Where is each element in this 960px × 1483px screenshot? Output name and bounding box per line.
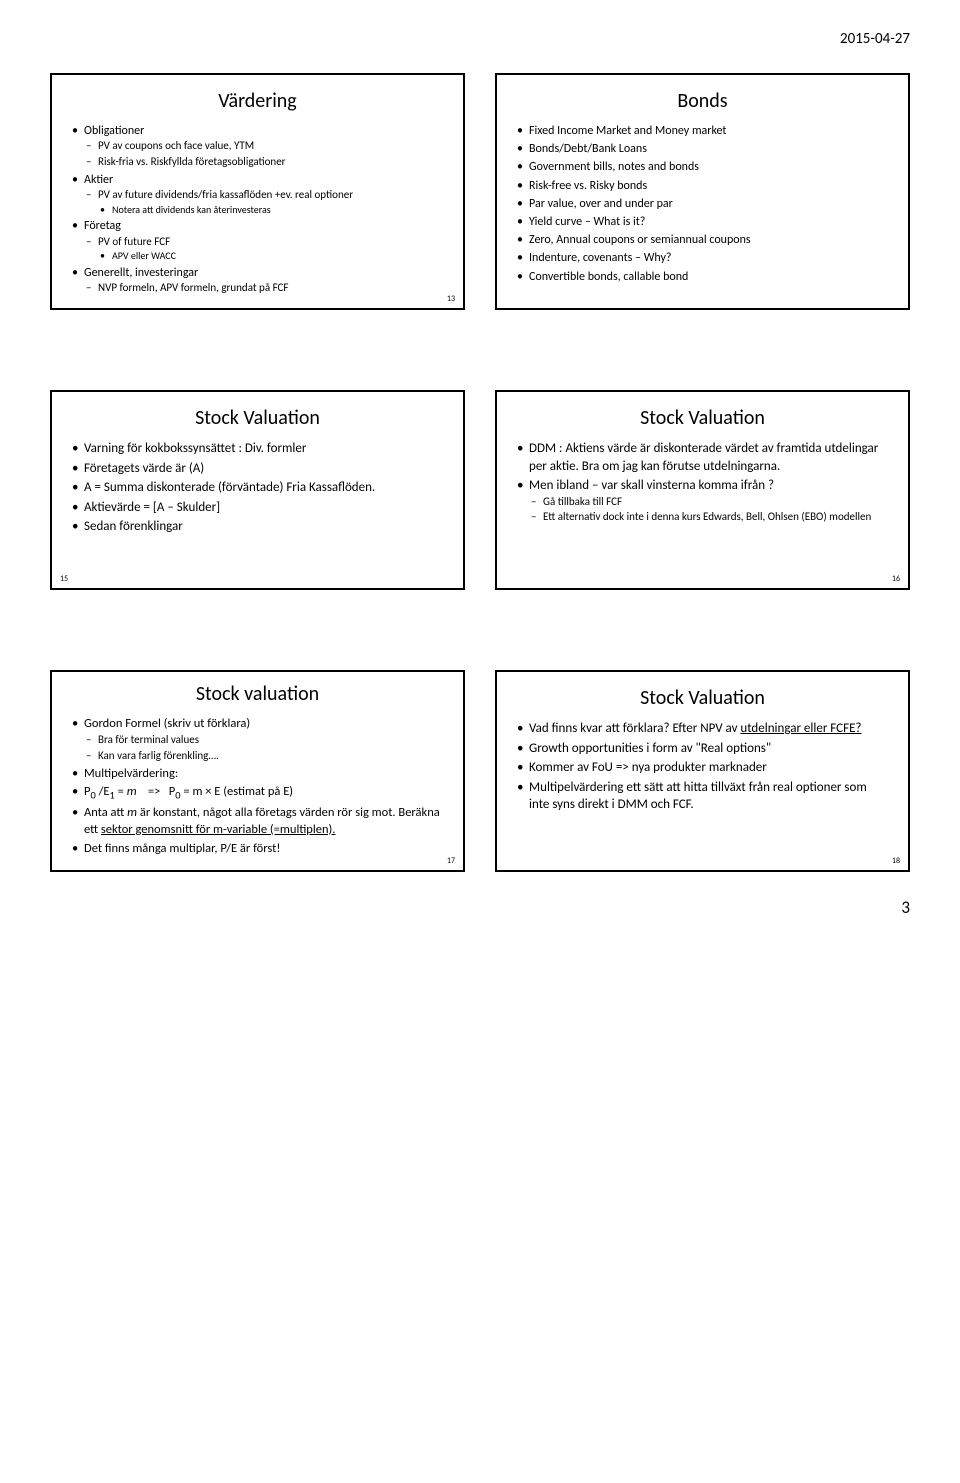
list-item: Risk-free vs. Risky bonds	[515, 178, 890, 194]
slide: Stock valuation Gordon Formel (skriv ut f…	[50, 670, 465, 872]
list-item: Ett alternativ dock inte i denna kurs Ed…	[529, 510, 890, 525]
list-item: Growth opportunities i form av "Real opt…	[515, 740, 890, 758]
slides-grid: Värdering ObligationerPV av coupons och f…	[50, 73, 910, 872]
list-item: Anta att m är konstant, något alla föret…	[70, 805, 445, 839]
list-item: Generellt, investeringarNVP formeln, APV…	[70, 265, 445, 296]
list-item: Vad finns kvar att förklara? Efter NPV a…	[515, 720, 890, 738]
slide-title: Bonds	[515, 89, 890, 113]
list-item: P0 /E1 = m => P0 = m × E (estimat på E)	[70, 784, 445, 803]
list-item: NVP formeln, APV formeln, grundat på FCF	[84, 281, 445, 296]
list-item: AktierPV av future dividends/fria kassaf…	[70, 172, 445, 217]
list-item: Yield curve – What is it?	[515, 214, 890, 230]
list-item: Convertible bonds, callable bond	[515, 269, 890, 285]
list-item: DDM : Aktiens värde är diskonterade värd…	[515, 440, 890, 475]
list-item: PV of future FCFAPV eller WACC	[84, 235, 445, 263]
list-item: Gordon Formel (skriv ut förklara)Bra för…	[70, 716, 445, 764]
slide: Stock Valuation Varning för kokbokssynsät…	[50, 390, 465, 590]
slide-content: Varning för kokbokssynsättet : Div. form…	[70, 440, 445, 578]
slide-title: Stock Valuation	[70, 406, 445, 430]
list-item: Risk-fria vs. Riskfyllda företagsobligat…	[84, 155, 445, 170]
slide-number: 16	[892, 574, 900, 584]
list-item: Multipelvärdering ett sätt att hitta til…	[515, 779, 890, 814]
slide: Stock Valuation Vad finns kvar att förkla…	[495, 670, 910, 872]
slide-number: 18	[892, 856, 900, 866]
slide-content: DDM : Aktiens värde är diskonterade värd…	[515, 440, 890, 578]
list-item: Par value, over and under par	[515, 196, 890, 212]
list-item: PV av coupons och face value, YTM	[84, 139, 445, 154]
list-item: Kommer av FoU => nya produkter marknader	[515, 759, 890, 777]
slide-content: Gordon Formel (skriv ut förklara)Bra för…	[70, 716, 445, 860]
list-item: Kan vara farlig förenkling….	[84, 749, 445, 764]
slide-number: 15	[60, 574, 68, 584]
slide-number: 17	[447, 856, 455, 866]
list-item: Det finns många multiplar, P/E är först!	[70, 841, 445, 858]
list-item: Zero, Annual coupons or semiannual coupo…	[515, 232, 890, 248]
slide-title: Stock Valuation	[515, 686, 890, 710]
list-item: Bonds/Debt/Bank Loans	[515, 141, 890, 157]
slide: Bonds Fixed Income Market and Money marke…	[495, 73, 910, 310]
list-item: Notera att dividends kan återinvesteras	[98, 203, 445, 217]
list-item: APV eller WACC	[98, 249, 445, 263]
list-item: Government bills, notes and bonds	[515, 159, 890, 175]
list-item: Bra för terminal values	[84, 733, 445, 748]
list-item: Sedan förenklingar	[70, 518, 445, 536]
list-item: Varning för kokbokssynsättet : Div. form…	[70, 440, 445, 458]
list-item: Men ibland – var skall vinsterna komma i…	[515, 477, 890, 525]
list-item: Multipelvärdering:	[70, 766, 445, 783]
list-item: ObligationerPV av coupons och face value…	[70, 123, 445, 170]
slide-title: Stock valuation	[70, 682, 445, 706]
list-item: Företagets värde är (A)	[70, 460, 445, 478]
slide-content: Fixed Income Market and Money market Bond…	[515, 123, 890, 298]
list-item: Fixed Income Market and Money market	[515, 123, 890, 139]
slide-content: ObligationerPV av coupons och face value…	[70, 123, 445, 298]
list-item: PV av future dividends/fria kassaflöden …	[84, 188, 445, 216]
slide: Stock Valuation DDM : Aktiens värde är di…	[495, 390, 910, 590]
slide-number: 13	[447, 294, 455, 304]
list-item: FöretagPV of future FCFAPV eller WACC	[70, 218, 445, 263]
list-item: A = Summa diskonterade (förväntade) Fria…	[70, 479, 445, 497]
page-number-footer: 3	[50, 897, 910, 918]
slide-content: Vad finns kvar att förklara? Efter NPV a…	[515, 720, 890, 860]
slide-title: Värdering	[70, 89, 445, 113]
list-item: Indenture, covenants – Why?	[515, 250, 890, 266]
list-item: Gå tillbaka till FCF	[529, 495, 890, 510]
slide: Värdering ObligationerPV av coupons och f…	[50, 73, 465, 310]
date-header: 2015-04-27	[50, 30, 910, 48]
list-item: Aktievärde = [A – Skulder]	[70, 499, 445, 517]
slide-title: Stock Valuation	[515, 406, 890, 430]
